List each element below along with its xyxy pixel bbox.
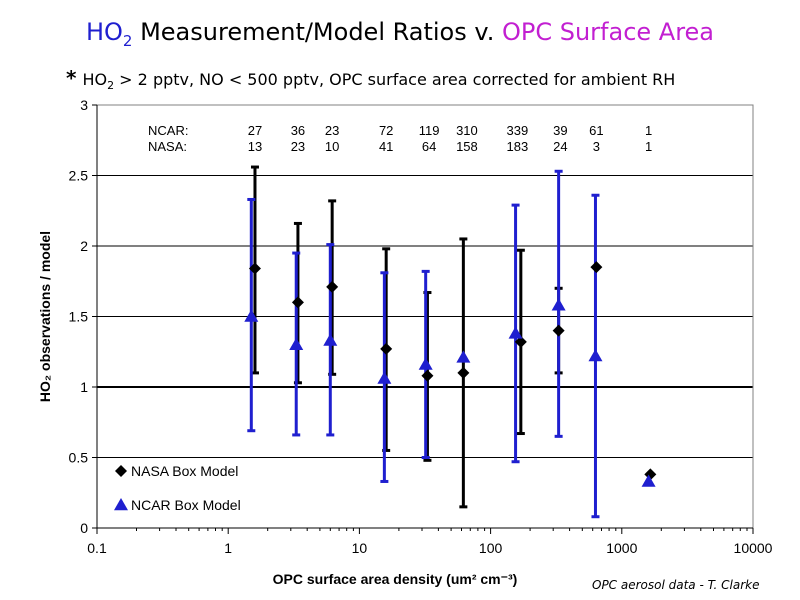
- count-nasa: 10: [325, 139, 339, 154]
- ncar-point: [289, 337, 304, 350]
- nasa-point: [457, 366, 470, 379]
- count-ncar: 36: [291, 123, 305, 138]
- title-prefix-subscript: 2: [122, 31, 133, 50]
- chart-subtitle: * HO2 > 2 pptv, NO < 500 pptv, OPC surfac…: [66, 66, 675, 92]
- count-nasa: 183: [507, 139, 529, 154]
- nasa-point: [248, 262, 261, 275]
- count-ncar: 1: [645, 123, 652, 138]
- count-nasa: 13: [248, 139, 262, 154]
- title-prefix: HO: [85, 18, 123, 46]
- y-tick-label: 2.5: [69, 168, 89, 184]
- count-ncar: 310: [456, 123, 478, 138]
- subtitle-part2: > 2 pptv, NO < 500 pptv, OPC surface are…: [114, 70, 676, 89]
- ncar-point: [418, 357, 433, 370]
- title-highlight: OPC Surface Area: [501, 18, 715, 46]
- x-tick-label: 0.1: [87, 540, 107, 556]
- ncar-point: [323, 333, 338, 346]
- legend-ncar-marker: [114, 498, 128, 511]
- count-ncar: 39: [553, 123, 567, 138]
- count-ncar: 27: [248, 123, 262, 138]
- ncar-point: [456, 350, 471, 363]
- x-tick-label: 10: [352, 540, 368, 556]
- count-nasa: 158: [456, 139, 478, 154]
- legend-nasa-label: NASA Box Model: [131, 463, 238, 479]
- subtitle-part1: HO: [82, 70, 108, 89]
- y-tick-label: 1: [80, 379, 88, 395]
- count-label-ncar: NCAR:: [148, 123, 188, 138]
- count-ncar: 119: [419, 123, 440, 138]
- ncar-point: [551, 298, 566, 311]
- count-nasa: 23: [291, 139, 305, 154]
- count-nasa: 3: [593, 139, 600, 154]
- ncar-point: [508, 326, 523, 339]
- y-tick-label: 0.5: [69, 450, 89, 466]
- count-ncar: 61: [589, 123, 603, 138]
- nasa-point: [552, 324, 565, 337]
- legend-nasa-marker: [115, 465, 127, 477]
- count-ncar: 23: [325, 123, 339, 138]
- nasa-point: [380, 342, 393, 355]
- y-tick-label: 3: [80, 97, 88, 113]
- ncar-point: [588, 348, 603, 362]
- count-ncar: 339: [507, 123, 529, 138]
- count-nasa: 24: [553, 139, 567, 154]
- x-tick-label: 100: [479, 540, 503, 556]
- count-nasa: 1: [645, 139, 652, 154]
- x-axis-label: OPC surface area density (um² cm⁻³): [273, 571, 518, 587]
- y-tick-label: 2: [80, 238, 88, 254]
- legend-ncar-label: NCAR Box Model: [131, 497, 241, 513]
- ncar-point: [377, 371, 392, 384]
- count-nasa: 64: [422, 139, 436, 154]
- x-tick-label: 1000: [606, 540, 637, 556]
- ncar-point: [244, 309, 259, 322]
- y-tick-label: 0: [80, 520, 88, 536]
- count-ncar: 72: [379, 123, 393, 138]
- nasa-point: [291, 296, 304, 309]
- y-axis-label: HO₂ observations / model: [37, 231, 53, 402]
- count-label-nasa: NASA:: [148, 139, 187, 154]
- subtitle-subscript: 2: [107, 79, 115, 93]
- y-tick-label: 1.5: [69, 309, 89, 325]
- x-tick-label: 1: [224, 540, 232, 556]
- count-nasa: 41: [379, 139, 393, 154]
- nasa-point: [514, 335, 527, 348]
- nasa-point: [421, 369, 434, 382]
- chart-title: HO2 Measurement/Model Ratios v. OPC Surf…: [0, 18, 800, 50]
- title-middle: Measurement/Model Ratios v.: [132, 18, 502, 46]
- subtitle-star: *: [66, 66, 77, 90]
- nasa-point: [590, 261, 603, 274]
- ncar-point: [641, 474, 656, 487]
- x-tick-label: 10000: [734, 540, 773, 556]
- nasa-point: [326, 280, 339, 293]
- data-credit: OPC aerosol data - T. Clarke: [592, 578, 760, 592]
